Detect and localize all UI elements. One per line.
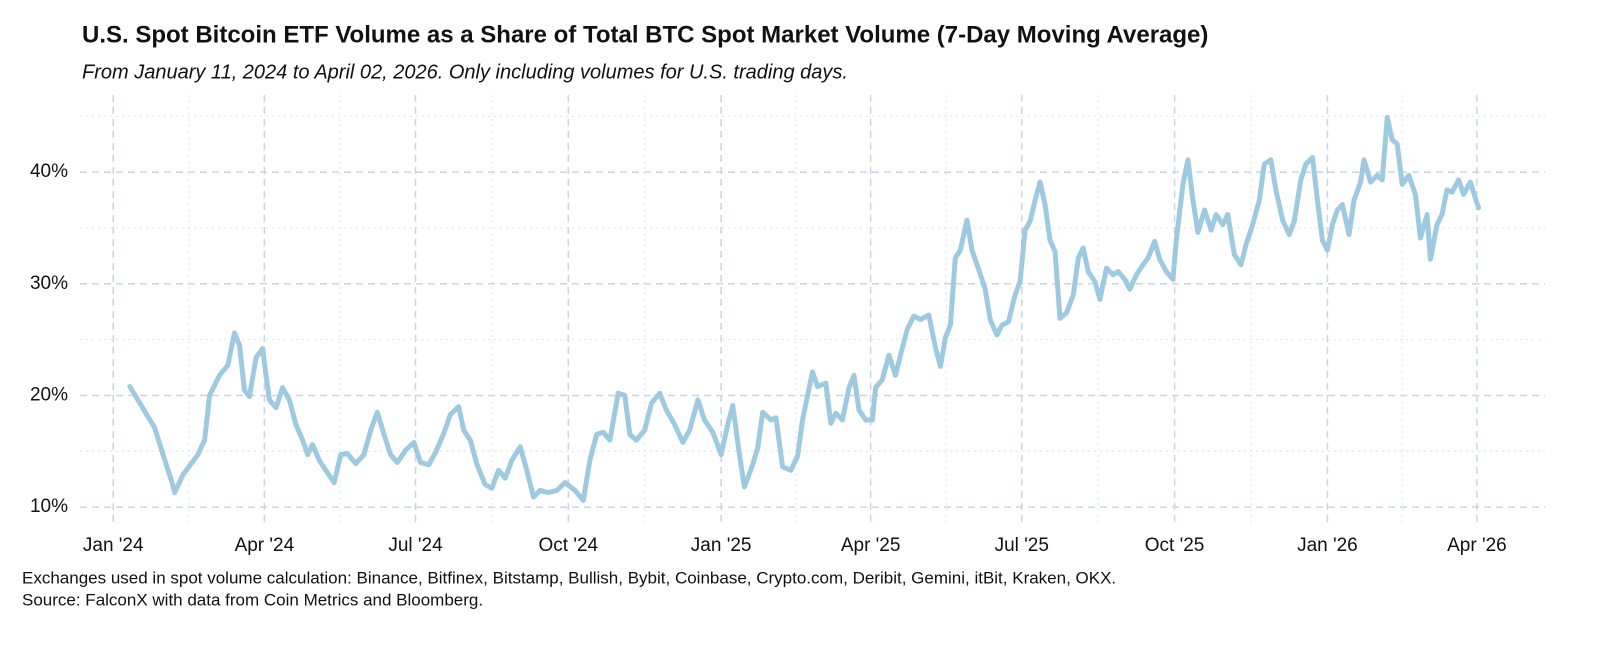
footnote: Exchanges used in spot volume calculatio…	[22, 568, 1116, 587]
y-tick-label: 10%	[30, 496, 68, 517]
x-tick-label: Jan '24	[83, 535, 144, 556]
x-tick-label: Apr '25	[841, 535, 901, 556]
y-tick-label: 40%	[30, 161, 68, 182]
x-tick-label: Jul '25	[995, 535, 1049, 556]
x-tick-label: Oct '25	[1145, 535, 1205, 556]
x-tick-label: Oct '24	[539, 535, 599, 556]
chart-title: U.S. Spot Bitcoin ETF Volume as a Share …	[82, 21, 1208, 48]
source-note: Source: FalconX with data from Coin Metr…	[22, 590, 483, 609]
x-tick-label: Apr '24	[235, 535, 295, 556]
y-tick-label: 30%	[30, 273, 68, 294]
x-tick-label: Apr '26	[1447, 535, 1507, 556]
x-tick-label: Jan '26	[1297, 535, 1358, 556]
y-tick-label: 20%	[30, 384, 68, 405]
x-tick-label: Jan '25	[691, 535, 752, 556]
chart-subtitle: From January 11, 2024 to April 02, 2026.…	[82, 61, 848, 83]
x-tick-label: Jul '24	[388, 535, 443, 556]
data-line	[127, 114, 1482, 503]
